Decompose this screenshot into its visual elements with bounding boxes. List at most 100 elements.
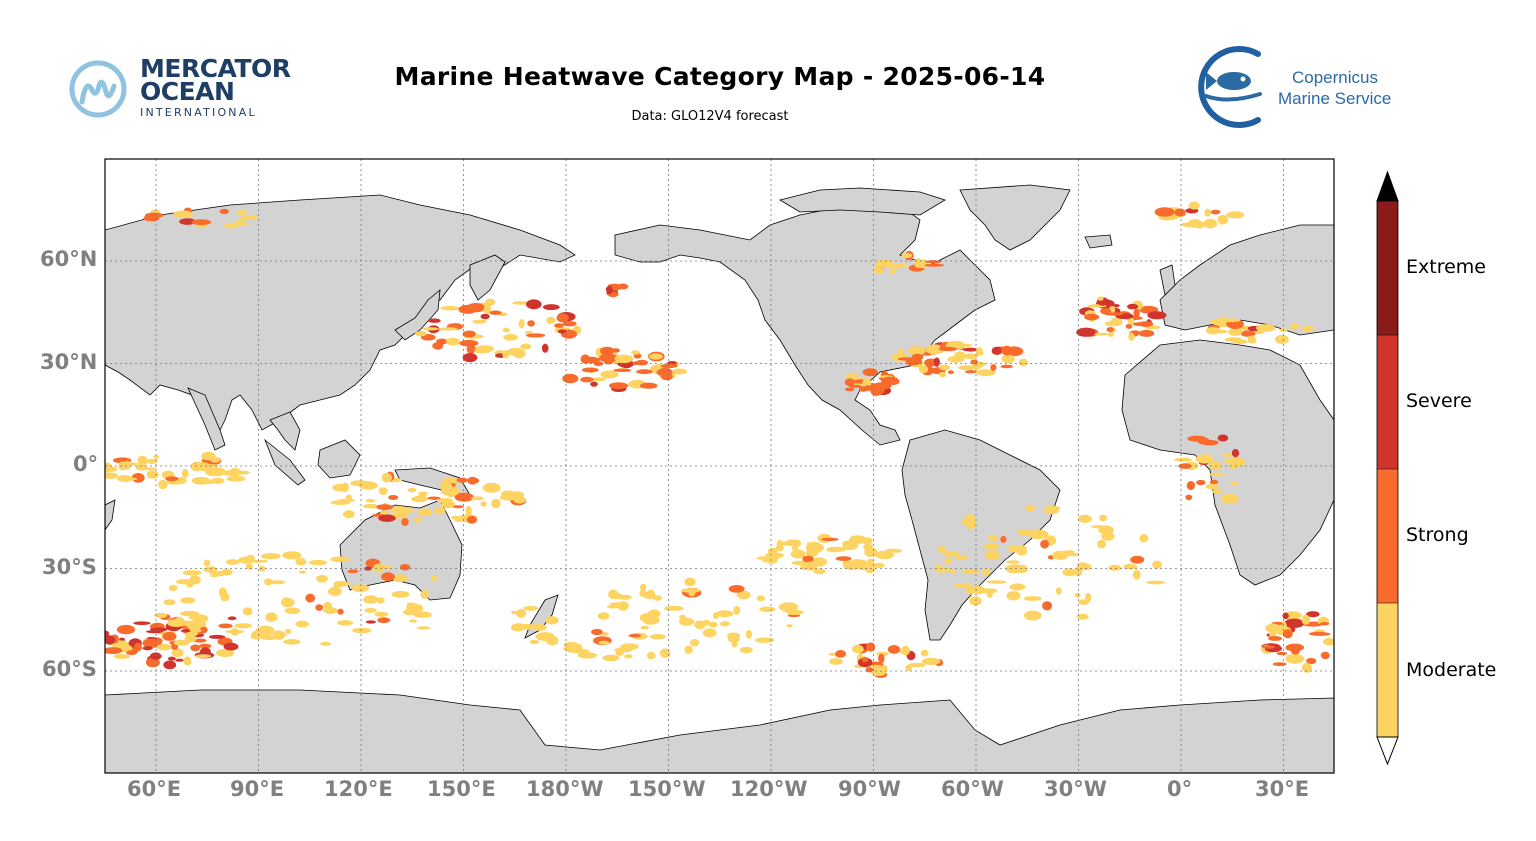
heatwave-patch-moderate [856,540,864,544]
heatwave-patch-strong [1084,313,1100,321]
heatwave-patch-moderate [363,595,379,604]
heatwave-patch-strong [452,505,464,509]
heatwave-patch-strong [562,373,579,384]
heatwave-patch-moderate [1096,539,1107,549]
heatwave-patch-moderate [222,470,242,476]
heatwave-patch-moderate [640,583,647,591]
heatwave-patch-moderate [156,643,172,651]
colorbar-segment-extreme [1377,201,1398,335]
heatwave-patch-moderate [602,654,620,662]
land-antarctica [105,689,1334,773]
heatwave-patch-moderate [403,609,416,616]
heatwave-patch-strong [459,339,479,347]
land-sumatra [264,438,306,486]
heatwave-patch-moderate [442,477,459,484]
heatwave-patch-moderate [146,470,159,479]
heatwave-patch-severe [1282,612,1289,620]
heatwave-patch-moderate [938,364,951,371]
heatwave-patch-moderate [845,373,859,379]
heatwave-patch-strong [583,356,600,364]
heatwave-patch-strong [1282,629,1293,639]
heatwave-patch-strong [131,473,145,483]
land-europe [1159,224,1334,336]
gridlines [105,159,1334,773]
heatwave-patch-moderate [1222,452,1233,457]
colorbar-label-strong: Strong [1406,524,1469,546]
heatwave-patch-moderate [684,645,693,654]
heatwave-patch-strong [116,624,136,635]
heatwave-patch-strong [862,368,878,377]
heatwave-patch-moderate [225,559,240,565]
heatwave-patch-severe [142,646,153,651]
heatwave-patch-strong [315,604,324,611]
lon-tick-30w: 30°W [1044,777,1107,801]
heatwave-patch-severe [223,642,239,651]
heatwave-patch-moderate [1152,560,1162,569]
heatwave-patch-moderate [412,517,422,523]
heatwave-patch-moderate [862,537,873,545]
heatwave-patch-moderate [365,499,376,503]
heatwave-patch-strong [1138,329,1155,337]
heatwave-patch-strong [554,323,564,328]
heatwave-patch-strong [1132,322,1147,326]
heatwave-patch-moderate [1188,201,1200,210]
heatwave-patch-strong [456,477,468,483]
heatwave-patch-strong [628,633,642,638]
heatwave-patch-severe [1076,327,1096,337]
heatwave-patch-severe [163,660,177,670]
heatwave-patch-strong [462,330,476,338]
land-british-isles [1159,264,1176,296]
heatwave-patch-severe [462,353,478,363]
heatwave-patch-strong [613,368,632,372]
heatwave-patch-moderate [345,494,353,501]
heatwave-patch-moderate [907,349,926,354]
heatwave-patch-strong [1106,327,1114,333]
heatwave-patch-strong [1130,555,1145,564]
heatwave-patch-strong [1272,662,1287,666]
heatwave-patch-moderate [443,483,453,491]
heatwave-patch-moderate [1067,552,1080,557]
heatwave-patch-moderate [1204,208,1211,217]
heatwave-patch-strong [925,260,941,264]
heatwave-patch-strong [165,476,179,482]
heatwave-patch-moderate [767,547,778,556]
heatwave-patch-moderate [398,512,409,516]
heatwave-patch-strong [947,370,954,375]
heatwave-patch-moderate [1029,529,1049,540]
lon-tick-0: 0° [1167,777,1193,801]
heatwave-patch-moderate [881,664,888,674]
heatwave-patch-strong [1000,364,1013,369]
heatwave-patch-moderate [900,645,911,656]
heatwave-patch-strong [525,333,546,338]
land-arctic-islands [778,187,946,216]
heatwave-patch-moderate [181,468,189,478]
map-subtitle: Data: GLO12V4 forecast [631,109,789,124]
heatwave-patch-moderate [639,589,647,598]
heatwave-patch-moderate [189,624,201,634]
heatwave-patch-moderate [529,639,539,645]
heatwave-patch-moderate [1195,221,1205,229]
heatwave-patch-strong [126,650,137,656]
heatwave-patch-moderate [173,210,193,218]
heatwave-patch-moderate [230,628,240,636]
heatwave-patch-moderate [180,610,200,617]
heatwave-patch-moderate [258,565,266,572]
heatwave-patch-moderate [295,620,310,628]
heatwave-patch-moderate [451,515,460,520]
heatwave-patch-moderate [1301,614,1311,625]
heatwave-patch-moderate [191,476,211,485]
heatwave-patch-moderate [483,304,492,315]
heatwave-patch-moderate [153,455,160,459]
heatwave-patch-strong [835,556,852,561]
lat-tick-30n: 30°N [40,350,98,374]
heatwave-patch-severe [1147,311,1167,320]
heatwave-patch-moderate [765,558,778,564]
heatwave-patch-moderate [759,606,776,613]
heatwave-patch-moderate [982,567,991,577]
heatwave-patch-moderate [1146,580,1165,585]
heatwave-patch-moderate [1025,504,1035,512]
lat-tick-0: 0° [73,452,99,476]
heatwave-patch-moderate [937,546,947,553]
colorbar-segment-strong [1377,469,1398,603]
